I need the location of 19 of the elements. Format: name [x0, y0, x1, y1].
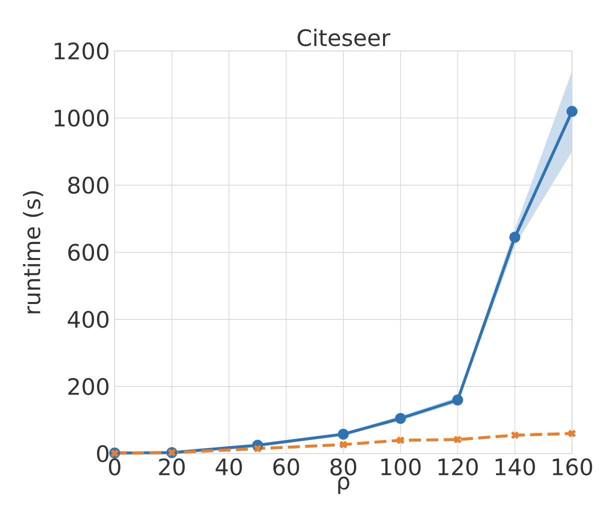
x-tick-label: 80: [330, 458, 356, 476]
y-tick-label: 800: [68, 176, 108, 194]
x-tick-label: 160: [552, 458, 592, 476]
x-tick-label: 60: [273, 458, 300, 476]
chart-title: Citeseer: [298, 28, 390, 46]
x-tick-label: 0: [108, 458, 120, 476]
x-axis-title: ρ: [338, 476, 350, 494]
x-tick-label: 100: [381, 458, 421, 476]
y-tick-label: 1200: [54, 42, 108, 60]
y-tick-label: 0: [97, 445, 108, 462]
x-tick-label: 140: [496, 458, 535, 476]
y-tick-label: 600: [68, 244, 108, 261]
y-tick-label: 200: [68, 378, 108, 396]
x-tick-label: 20: [159, 458, 185, 476]
x-tick-label: 40: [216, 458, 242, 476]
y-tick-label: 400: [68, 310, 108, 328]
x-tick-label: 120: [438, 458, 478, 476]
y-tick-label: 1000: [54, 110, 108, 127]
y-axis-title: runtime (s): [22, 191, 44, 314]
